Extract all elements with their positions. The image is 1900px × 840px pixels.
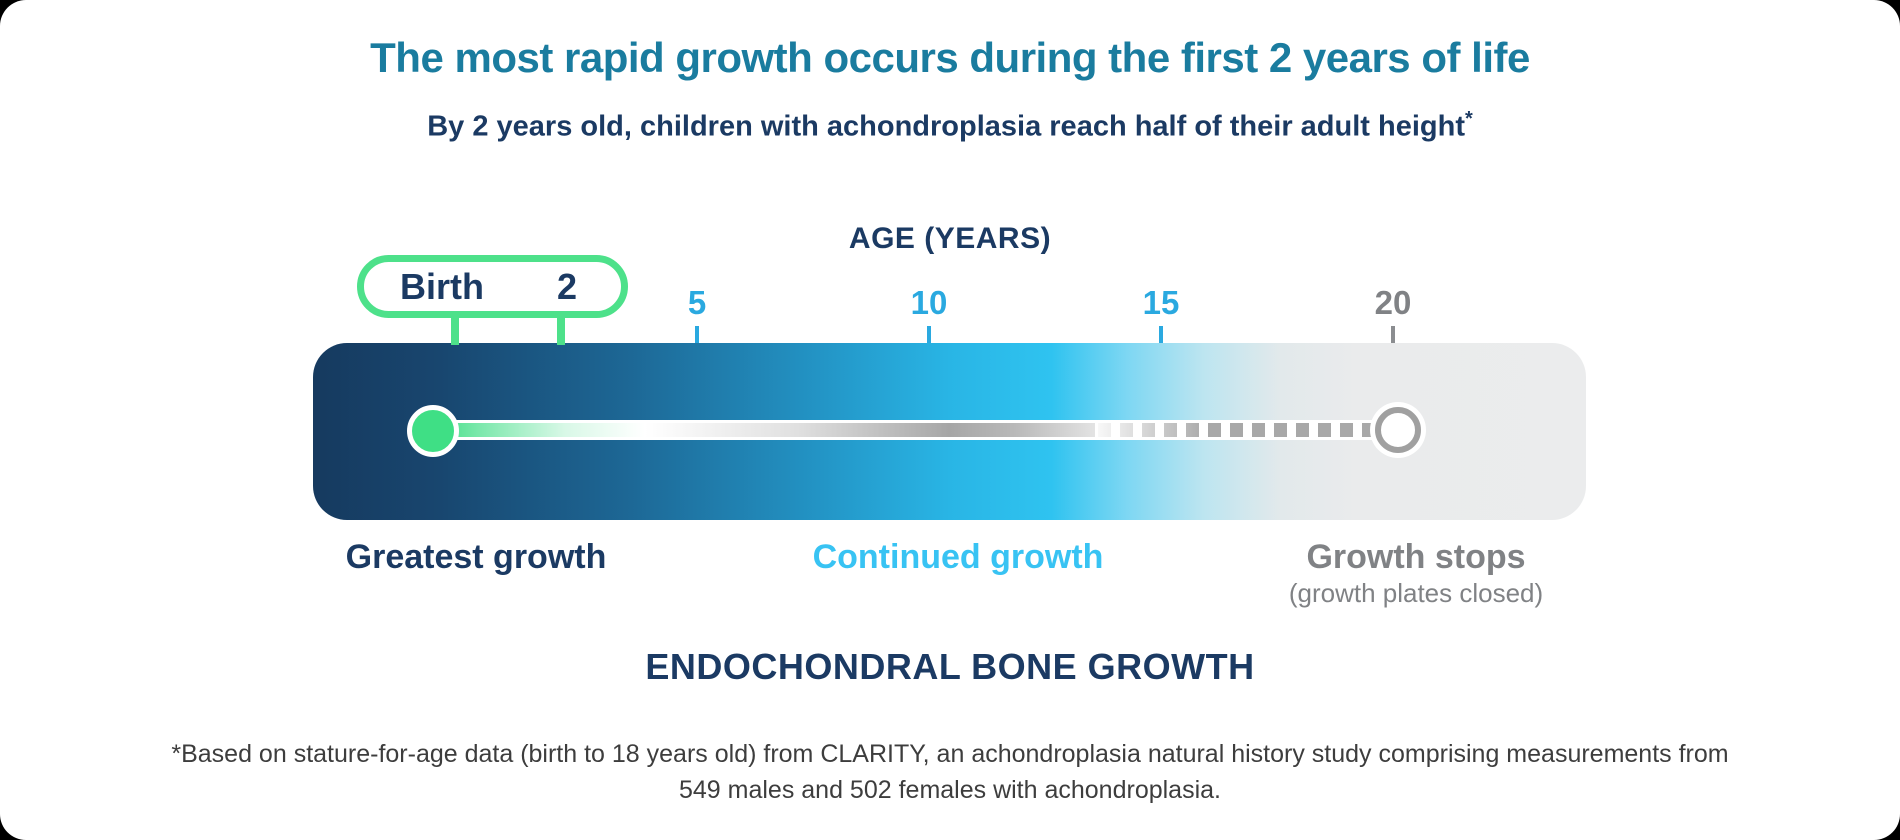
footnote-line-2: 549 males and 502 females with achondrop… xyxy=(678,776,1221,805)
phase-label-greatest-growth: Greatest growth xyxy=(345,538,607,576)
tick-mark-15 xyxy=(1159,326,1163,343)
callout-connector-2 xyxy=(557,314,565,345)
tick-label-20: 20 xyxy=(1374,284,1412,321)
footnote-line-1: *Based on stature-for-age data (birth to… xyxy=(171,740,1729,768)
callout-birth-label: Birth xyxy=(400,265,484,307)
growth-track-dashed-line xyxy=(1098,423,1378,437)
subtitle-text: By 2 years old, children with achondropl… xyxy=(427,110,1465,143)
subtitle: By 2 years old, children with achondropl… xyxy=(0,108,1900,144)
phase-label-growth-stops: Growth stops xyxy=(1306,538,1526,576)
footnote-marker: * xyxy=(1464,108,1473,130)
birth-marker-icon xyxy=(407,405,459,457)
callout-2-label: 2 xyxy=(556,265,577,307)
phase-label-continued-growth: Continued growth xyxy=(812,538,1104,576)
section-heading: ENDOCHONDRAL BONE GROWTH xyxy=(645,646,1255,687)
tick-mark-10 xyxy=(927,326,931,343)
birth-to-2-callout: Birth 2 xyxy=(357,255,628,318)
tick-label-10: 10 xyxy=(910,284,948,321)
axis-title: AGE (YEARS) xyxy=(848,222,1052,255)
footnote: *Based on stature-for-age data (birth to… xyxy=(0,736,1900,809)
page-title: The most rapid growth occurs during the … xyxy=(370,34,1530,81)
phase-sublabel-growth-plates-closed: (growth plates closed) xyxy=(1288,578,1544,608)
tick-mark-20 xyxy=(1391,326,1395,343)
callout-connector-birth xyxy=(451,314,459,345)
tick-label-5: 5 xyxy=(687,284,707,321)
growth-stops-marker-icon xyxy=(1375,407,1421,453)
tick-mark-5 xyxy=(695,326,699,343)
tick-label-15: 15 xyxy=(1142,284,1180,321)
growth-track-solid-line xyxy=(433,423,1095,437)
